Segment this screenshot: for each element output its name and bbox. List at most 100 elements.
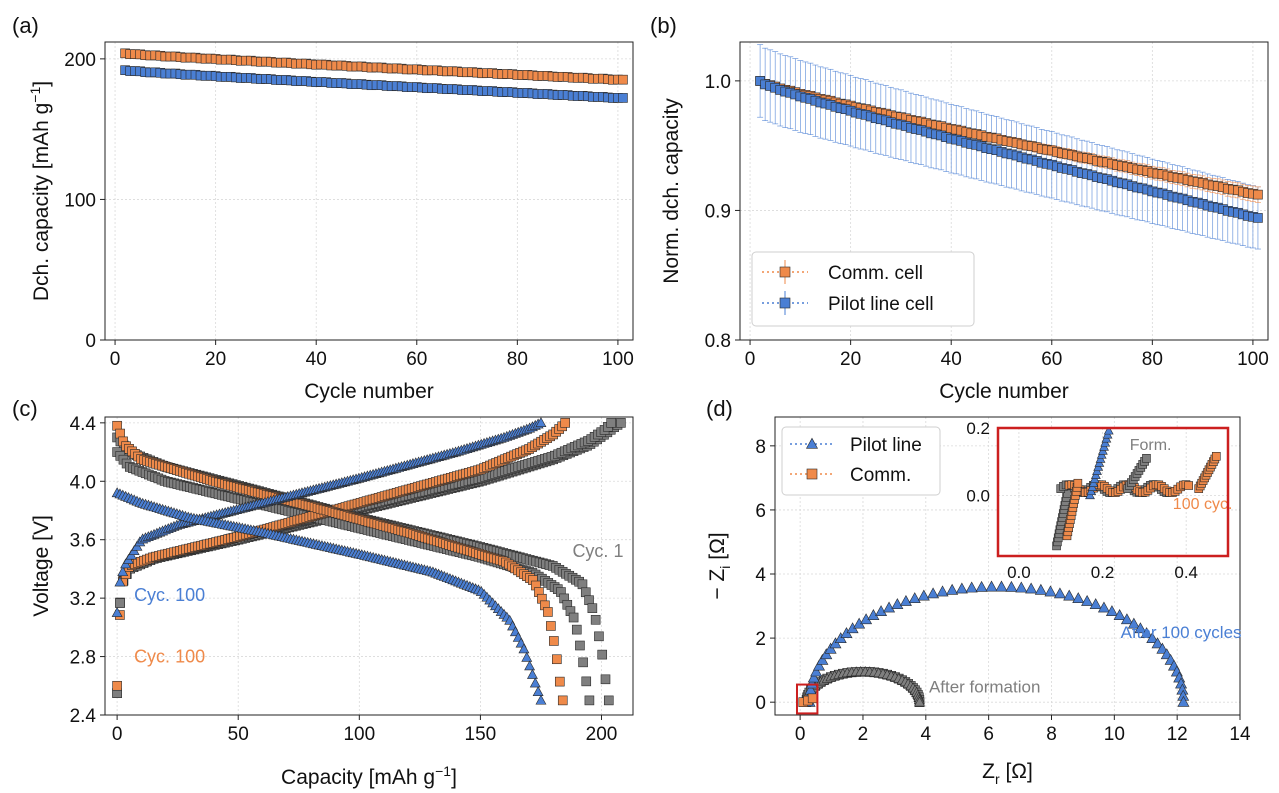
panel-d-pilot-point — [813, 659, 826, 671]
panel-c-xtick-label: 200 — [586, 724, 618, 745]
panel-b-letter: (b) — [650, 13, 677, 38]
panel-b-legend-marker — [779, 266, 791, 278]
panel-d-pilot-point — [1120, 613, 1133, 625]
panel-c-series2-point — [580, 587, 591, 598]
panel-d-pilot-point — [807, 671, 820, 683]
inset-annotation: 100 cyc. — [1173, 496, 1233, 513]
panel-c-series2-point — [577, 579, 588, 590]
inset-gray-point — [1142, 454, 1151, 463]
panel-d-letter: (d) — [706, 396, 733, 421]
panel-d-pilot-point — [946, 583, 959, 595]
panel-d-pilot-point — [1053, 587, 1066, 599]
panel-d-pilot-point — [883, 601, 896, 613]
panel-c-series1-point — [115, 598, 125, 608]
panel-c-series2-point — [597, 649, 608, 660]
panel-c-series4-point — [560, 418, 570, 428]
panel-a: (a) 0 20 40 60 80 100 0 100 200 Cycle number Dch. c… — [12, 13, 634, 403]
panel-a-letter: (a) — [12, 13, 39, 38]
panel-d-ytick-label: 4 — [755, 565, 766, 586]
panel-d-pilot-point — [955, 582, 968, 594]
panel-a-ytick-label: 100 — [64, 190, 96, 211]
panel-d-ytick-label: 2 — [755, 629, 766, 650]
panel-b-xtick-label: 60 — [1041, 349, 1062, 370]
panel-c-series7-point — [526, 668, 538, 679]
panel-b-xlabel: Cycle number — [939, 380, 1069, 403]
inset-blue-point — [1103, 428, 1114, 435]
panel-a-xlabel: Cycle number — [304, 380, 434, 403]
inset-xtick-label: 0.2 — [1091, 563, 1115, 582]
panel-c-series2-point — [590, 614, 601, 625]
panel-c-series5-point — [543, 607, 553, 617]
panel-d-inset: 0.0 0.2 0.4 0.0 0.2 Form. 100 cyc. — [966, 419, 1232, 582]
panel-c-xtick-label: 50 — [228, 724, 249, 745]
panel-c-ytick-label: 2.8 — [70, 648, 96, 669]
panel-b-series1-point — [1253, 213, 1263, 223]
panel-d-legend-label: Pilot line — [850, 435, 922, 456]
panel-a-ytick-label: 0 — [85, 331, 96, 352]
panel-c-annotation: Cyc. 100 — [134, 585, 205, 605]
panel-c-series5-point — [552, 654, 562, 665]
panel-c-annotation: Cyc. 1 — [572, 541, 623, 561]
inset-orange-point — [1211, 451, 1221, 461]
panel-d-pilot-point — [1146, 632, 1159, 643]
panel-c-ytick-label: 3.6 — [70, 531, 96, 552]
panel-d-pilot-point — [1127, 617, 1140, 629]
panel-c-xtick-label: 150 — [465, 724, 497, 745]
panel-d-pilot-point — [1113, 609, 1126, 620]
panel-a-xtick-label: 20 — [205, 349, 226, 370]
panel-d-pilot-point — [1063, 589, 1076, 601]
panel-d-pilot-point — [985, 580, 998, 592]
panel-d-legend-label: Comm. — [850, 465, 911, 486]
panel-a-xtick-label: 100 — [602, 349, 634, 370]
panel-d-ylabel: − Zi [Ω] — [706, 532, 733, 599]
panel-d-ytick-label: 6 — [755, 501, 766, 522]
panel-b-legend-label: Comm. cell — [828, 263, 923, 284]
panel-a-xtick-label: 40 — [306, 349, 327, 370]
panel-c-series6-point — [111, 606, 123, 617]
panel-c-series6-point — [535, 417, 547, 427]
panel-d-pilot-point — [820, 648, 833, 660]
panel-c-series6-point — [114, 576, 126, 587]
panel-d-legend-marker — [806, 468, 818, 480]
panel-d-pilot-point — [1105, 605, 1118, 617]
panel-d-pilot-point — [936, 585, 949, 597]
inset-xtick-label: 0.4 — [1174, 563, 1198, 582]
panel-c-series6-point — [117, 566, 129, 577]
panel-c-ytick-label: 2.4 — [70, 706, 97, 727]
panel-d-xtick-label: 6 — [983, 724, 994, 745]
panel-d-pilot-point — [995, 580, 1008, 592]
panel-c-series0-point — [616, 418, 626, 428]
panel-c-series4-point — [112, 680, 122, 691]
panel-a-xtick-label: 80 — [507, 349, 528, 370]
panel-d-zoom-box — [795, 683, 819, 715]
panel-d-pilot-point — [917, 589, 930, 601]
panel-d: (d) 0 2 4 6 8 10 12 14 0 2 4 6 8 After 100 cycles After… — [706, 396, 1251, 787]
panel-c-series5-point — [557, 695, 568, 706]
panel-d-xtick-label: 2 — [858, 724, 869, 745]
panel-d-pilot-point — [805, 677, 818, 689]
panel-b-plot-frame — [739, 41, 1269, 341]
panel-d-comm-point — [807, 693, 818, 704]
panel-c-series3-point — [571, 624, 582, 635]
inset-ytick-label: 0.0 — [966, 486, 990, 505]
inset-frame — [996, 426, 1230, 558]
panel-d-pilot-point — [1140, 627, 1153, 638]
panel-c: (c) 0 50 100 150 200 2.4 2.8 3.2 3.6 4.0 4.4 Cyc. 1 C… — [12, 396, 634, 789]
inset-data — [1052, 428, 1221, 551]
panel-c-ylabel: Voltage [V] — [30, 515, 53, 617]
panel-c-series7-point — [518, 643, 530, 654]
panel-b-legend-box — [751, 251, 975, 327]
panel-c-plot-frame — [104, 416, 634, 716]
panel-c-xlabel: Capacity [mAh g−1] — [281, 763, 457, 789]
panel-d-pilot-point — [1156, 642, 1169, 654]
panel-d-pilot-point — [1072, 592, 1085, 604]
panel-c-letter: (c) — [12, 396, 38, 421]
panel-d-pilot-point — [908, 592, 921, 604]
panel-a-ytick-label: 200 — [64, 50, 96, 71]
panel-b-legend-marker — [779, 297, 791, 309]
panel-c-series5-point — [554, 676, 565, 687]
panel-c-xtick-label: 100 — [343, 724, 375, 745]
panel-d-pilot-point — [810, 665, 823, 677]
panel-c-series2-point — [594, 631, 604, 642]
panel-d-annotation: After formation — [929, 678, 1040, 697]
